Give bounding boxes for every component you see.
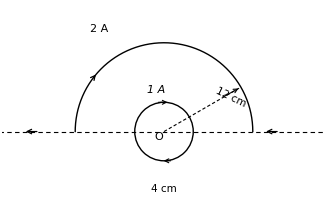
- Text: 12 cm: 12 cm: [214, 85, 248, 108]
- Text: 4 cm: 4 cm: [151, 184, 177, 194]
- Text: O: O: [154, 132, 163, 142]
- Text: 1 A: 1 A: [147, 85, 165, 95]
- Text: 2 A: 2 A: [90, 24, 108, 34]
